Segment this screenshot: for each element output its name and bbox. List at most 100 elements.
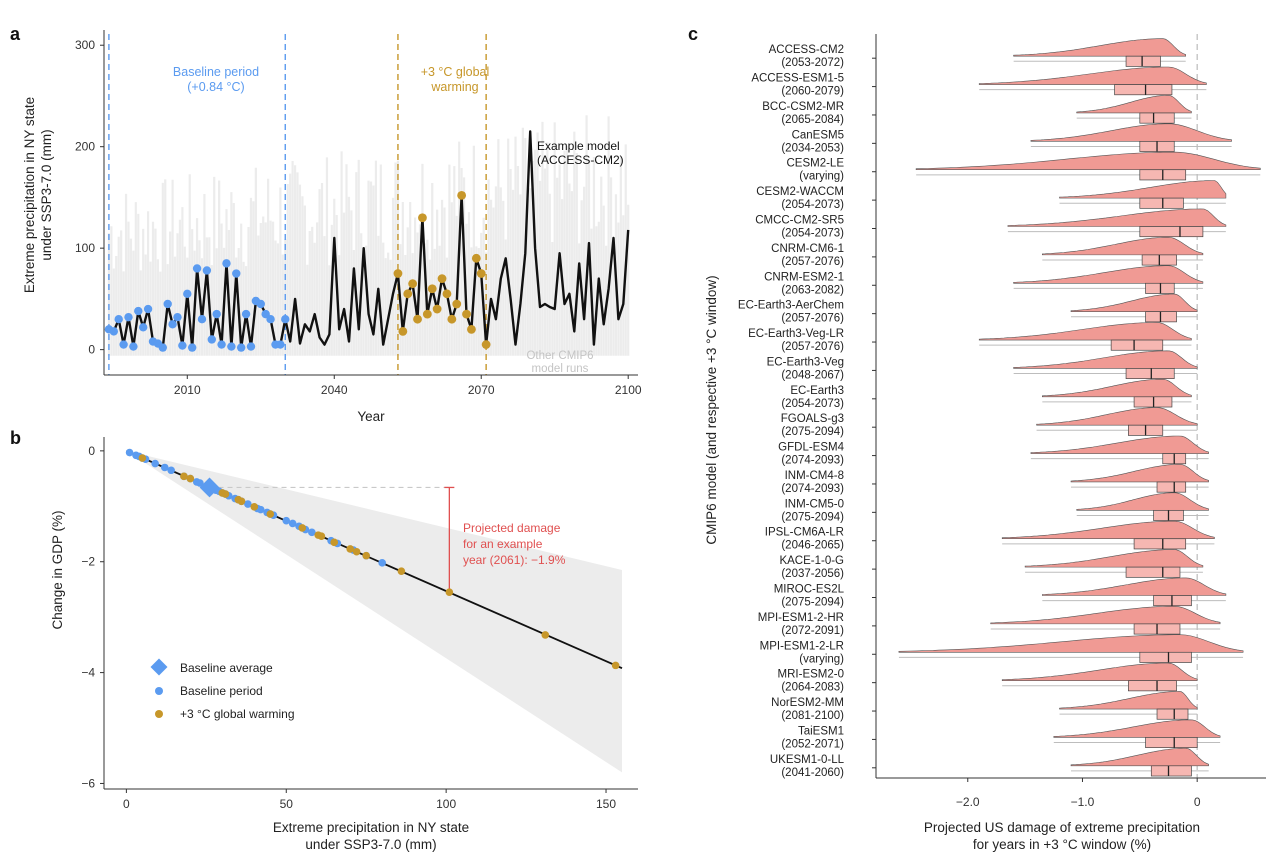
- baseline-point: [282, 516, 291, 525]
- x-axis-title-line1: Projected US damage of extreme precipita…: [924, 820, 1200, 835]
- baseline-point: [119, 340, 128, 349]
- iqr-box: [1156, 708, 1189, 720]
- panel-c-axes: −2.0 −1.0 0 Projected US damage of extreme …: [704, 34, 1266, 852]
- model-name-label: MRI-ESM2-0: [778, 669, 844, 681]
- model-row: IPSL-CM6A-LR(2046-2065): [765, 520, 1215, 552]
- iqr-box: [1125, 55, 1161, 67]
- model-window-label: (2037-2056): [781, 568, 844, 580]
- model-row: CMCC-CM2-SR5(2054-2073): [755, 208, 1227, 240]
- warming-point: [393, 269, 403, 278]
- warming-label-2: warming: [430, 80, 478, 94]
- model-row: EC-Earth3(2054-2073): [781, 378, 1192, 410]
- model-row: MRI-ESM2-0(2064-2083): [778, 662, 1198, 694]
- y-axis-title: Extreme precipitation in NY state under S…: [22, 97, 54, 293]
- iqr-box: [1139, 226, 1204, 238]
- baseline-point: [160, 463, 169, 472]
- iqr-box: [1125, 566, 1181, 578]
- model-row: MPI-ESM1-2-LR(varying): [760, 634, 1244, 665]
- warming-point: [186, 474, 195, 483]
- warming-point: [427, 284, 437, 294]
- warming-point: [422, 309, 432, 319]
- model-row: CNRM-CM6-1(2057-2076): [771, 237, 1204, 268]
- density-ridge: [1070, 747, 1209, 767]
- iqr-box: [1150, 765, 1192, 777]
- density-ridge: [1001, 520, 1215, 540]
- iqr-box: [1139, 651, 1192, 663]
- model-name-label: GFDL-ESM4: [778, 442, 844, 454]
- x-axis-title: Projected US damage of extreme precipita…: [924, 820, 1200, 852]
- warming-point: [541, 631, 550, 639]
- model-name-label: CanESM5: [792, 129, 844, 141]
- model-row: CESM2-WACCM(2054-2073): [756, 180, 1227, 211]
- baseline-point: [227, 342, 236, 351]
- x-tick-label: 0: [1194, 795, 1201, 809]
- warming-point: [413, 314, 422, 324]
- density-ridge: [915, 151, 1261, 171]
- y-axis-title: Change in GDP (%): [50, 510, 65, 629]
- legend-baseline-average: Baseline average: [180, 661, 273, 675]
- model-window-label: (2052-2071): [781, 738, 844, 750]
- x-tick-label: 0: [123, 797, 130, 811]
- model-row: UKESM1-0-LL(2041-2060): [770, 747, 1209, 779]
- model-window-label: (2054-2073): [781, 398, 844, 410]
- baseline-point: [134, 306, 143, 316]
- warming-point: [462, 309, 471, 319]
- density-ridge: [990, 605, 1221, 625]
- baseline-point: [187, 343, 197, 352]
- x-axis-title-line1: Extreme precipitation in NY state: [273, 820, 469, 835]
- other-runs-label: Other CMIP6: [526, 350, 593, 362]
- baseline-point: [256, 299, 265, 309]
- model-window-label: (2060-2079): [781, 86, 844, 98]
- density-ridge: [1053, 719, 1221, 738]
- warming-point: [398, 326, 408, 336]
- model-ridges: ACCESS-CM2(2053-2072)ACCESS-ESM1-5(2060-…: [738, 38, 1261, 779]
- model-row: EC-Earth3-AerChem(2057-2076): [738, 293, 1198, 325]
- warming-point: [471, 253, 481, 263]
- model-name-label: EC-Earth3: [790, 385, 844, 397]
- model-window-label: (varying): [799, 171, 844, 183]
- x-tick-label: −2.0: [956, 795, 980, 809]
- warming-point: [442, 289, 452, 299]
- period-points: [104, 190, 491, 352]
- baseline-point: [129, 342, 138, 351]
- density-ridge: [1001, 662, 1198, 681]
- baseline-point: [222, 259, 231, 268]
- baseline-point: [308, 528, 316, 537]
- model-row: MIROC-ES2L(2075-2094): [774, 577, 1227, 609]
- baseline-point: [163, 299, 172, 309]
- baseline-period-label: Baseline period: [173, 65, 259, 79]
- density-ridge: [1030, 435, 1209, 454]
- baseline-point: [244, 500, 252, 508]
- ci-band-area: [126, 450, 623, 773]
- baseline-point: [151, 459, 159, 468]
- damage-label-3: year (2061): −1.9%: [463, 553, 566, 567]
- baseline-point: [276, 340, 285, 349]
- model-window-label: (2046-2065): [781, 540, 844, 552]
- panel-b-axes: 0 −2 −4 −6 0 50 100 150 Extreme precipitation in…: [50, 437, 638, 852]
- model-window-label: (2054-2073): [781, 228, 844, 240]
- model-name-label: INM-CM5-0: [785, 498, 844, 510]
- x-tick-label: 150: [596, 797, 616, 811]
- baseline-point: [197, 314, 207, 324]
- baseline-point: [241, 309, 251, 319]
- model-row: KACE-1-0-G(2037-2056): [779, 549, 1204, 580]
- baseline-point: [168, 320, 177, 329]
- iqr-box: [1139, 197, 1184, 209]
- warming-point: [221, 490, 230, 498]
- density-ridge: [1070, 293, 1198, 312]
- baseline-point: [378, 559, 386, 567]
- panel-b-letter: b: [10, 428, 21, 448]
- x-tick-label: 2010: [174, 383, 201, 397]
- model-row: ACCESS-ESM1-5(2060-2079): [751, 66, 1207, 98]
- density-ridge: [1070, 464, 1209, 483]
- model-row: INM-CM4-8(2074-2093): [781, 464, 1209, 495]
- model-window-label: (2081-2100): [781, 710, 844, 722]
- baseline-point: [138, 323, 148, 332]
- model-window-label: (2041-2060): [781, 767, 844, 779]
- baseline-point: [217, 340, 226, 349]
- model-row: TaiESM1(2052-2071): [781, 719, 1221, 750]
- damage-label-2: for an example: [463, 537, 543, 551]
- model-name-label: BCC-CSM2-MR: [762, 101, 844, 113]
- model-name-label: CNRM-ESM2-1: [764, 271, 844, 283]
- x-axis-title: Year: [357, 409, 385, 424]
